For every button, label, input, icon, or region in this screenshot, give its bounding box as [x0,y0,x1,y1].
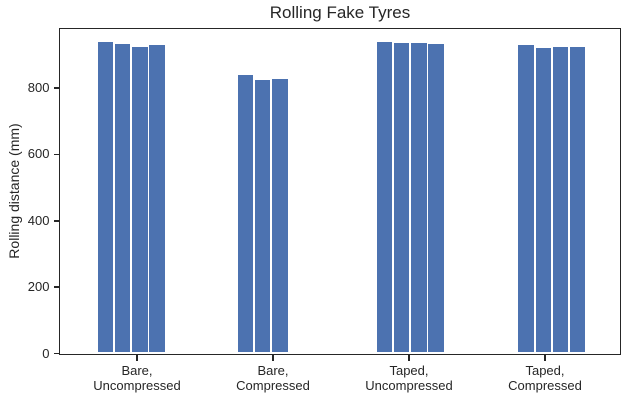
y-tick-mark [53,352,60,355]
y-tick-label: 0 [42,345,50,361]
y-tick-label: 400 [27,212,50,228]
bar [411,42,427,353]
bar [132,46,148,353]
y-tick-mark [53,153,60,156]
bar [552,46,569,353]
x-category-label: Taped, Uncompressed [365,362,453,394]
bar [518,44,534,353]
x-tick-mark [544,354,546,361]
chart-title: Rolling Fake Tyres [269,3,411,22]
bar [149,44,165,353]
y-tick-mark [53,219,60,222]
bar [535,47,552,353]
bar [97,41,114,353]
x-category-label: Taped, Compressed [508,362,582,394]
y-tick-label: 600 [27,146,50,162]
y-tick-label: 200 [27,279,50,295]
y-tick-mark [53,87,60,89]
bar [393,42,410,353]
x-tick-mark [408,354,410,361]
x-category-label: Bare, Compressed [236,362,310,394]
bar [237,74,254,353]
bar [428,43,444,353]
y-axis-label: Rolling distance (mm) [6,123,22,259]
bar [569,46,586,353]
y-tick-label: 800 [27,80,50,96]
bar [254,79,271,353]
bar [272,78,288,353]
x-tick-mark [272,354,274,361]
bar [114,43,131,353]
x-category-label: Bare, Uncompressed [93,362,181,394]
bar [376,42,393,353]
x-tick-mark [136,354,138,361]
y-tick-mark [53,286,60,288]
